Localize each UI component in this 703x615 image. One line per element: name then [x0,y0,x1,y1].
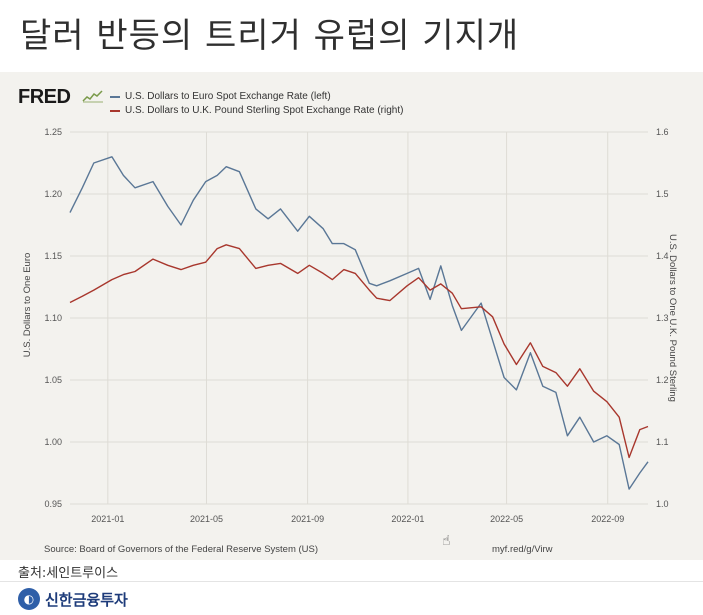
chart-legend: U.S. Dollars to Euro Spot Exchange Rate … [110,90,403,118]
shinhan-logo-icon: ◐ [18,588,40,610]
x-tick-label: 2021-01 [91,514,124,524]
right-tick-label: 1.1 [656,437,669,447]
right-tick-label: 1.4 [656,251,669,261]
slide-title: 달러 반등의 트리거 유럽의 기지개 [20,16,520,56]
right-axis-label: U.S. Dollars to One U.K. Pound Sterling [667,234,678,402]
left-tick-label: 1.05 [44,375,62,385]
right-tick-label: 1.5 [656,189,669,199]
fred-logo: FRED [18,86,71,108]
left-axis-label: U.S. Dollars to One Euro [22,253,33,358]
legend-item-eur: U.S. Dollars to Euro Spot Exchange Rate … [110,90,403,104]
hand-cursor-icon: ☝ [442,533,451,549]
legend-swatch-eur [110,96,120,98]
right-tick-label: 1.2 [656,375,669,385]
x-tick-label: 2022-05 [490,514,523,524]
left-tick-label: 1.15 [44,251,62,261]
series-line-eur [69,156,649,490]
source-caption: 출처:세인트루이스 [18,566,119,581]
legend-label-gbp: U.S. Dollars to U.K. Pound Sterling Spot… [125,105,404,116]
right-tick-label: 1.0 [656,499,669,509]
right-tick-label: 1.3 [656,313,669,323]
left-tick-label: 0.95 [44,499,62,509]
x-tick-label: 2022-01 [391,514,424,524]
fred-chart-icon [82,90,103,103]
legend-swatch-gbp [110,110,120,112]
brand-name: 신한금융투자 [45,590,128,609]
left-tick-label: 1.20 [44,189,62,199]
chart-url-link[interactable]: myf.red/g/Virw [492,544,553,555]
x-tick-label: 2021-09 [291,514,324,524]
tick-layer: 1.25 1.6 1.20 1.5 1.15 1.4 1.10 1.3 1.05 1.2 1.00 1… [44,127,668,524]
left-tick-label: 1.00 [44,437,62,447]
footer-divider [0,581,703,582]
x-tick-label: 2021-05 [190,514,223,524]
legend-item-gbp: U.S. Dollars to U.K. Pound Sterling Spot… [110,104,403,118]
brand-footer: ◐ 신한금융투자 [18,588,128,610]
chart-panel [0,72,703,560]
series-line-gbp [69,244,649,459]
legend-label-eur: U.S. Dollars to Euro Spot Exchange Rate … [125,91,331,102]
grid-layer [70,131,648,505]
series-layer [69,156,649,490]
x-tick-label: 2022-09 [591,514,624,524]
right-tick-label: 1.6 [656,127,669,137]
left-tick-label: 1.10 [44,313,62,323]
chart-source: Source: Board of Governors of the Federa… [44,544,319,555]
chart-plot: 1.25 1.6 1.20 1.5 1.15 1.4 1.10 1.3 1.05 1.2 1.00 1… [22,127,678,524]
left-tick-label: 1.25 [44,127,62,137]
